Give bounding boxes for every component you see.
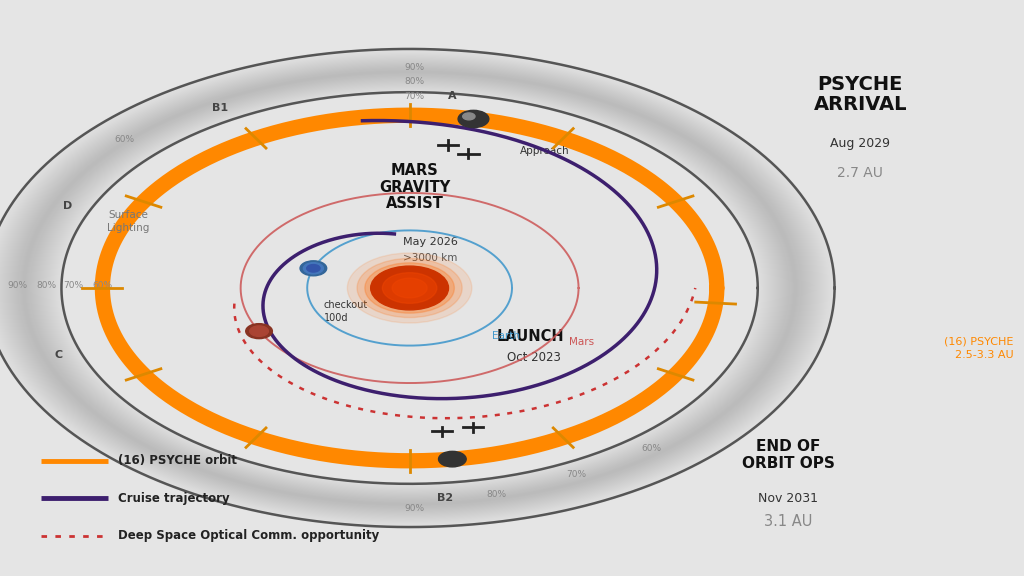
Text: 60%: 60% — [115, 135, 135, 144]
Text: Mars: Mars — [568, 336, 594, 347]
Text: LAUNCH: LAUNCH — [497, 329, 564, 344]
Text: C: C — [55, 350, 63, 360]
Text: 90%: 90% — [404, 504, 425, 513]
Text: Aug 2029: Aug 2029 — [830, 138, 890, 150]
Text: 70%: 70% — [566, 469, 587, 479]
Circle shape — [300, 261, 327, 276]
Text: May 2026: May 2026 — [402, 237, 458, 247]
Text: (16) PSYCHE orbit: (16) PSYCHE orbit — [118, 454, 237, 467]
Circle shape — [365, 263, 455, 313]
Text: A: A — [447, 92, 457, 101]
Text: Cruise trajectory: Cruise trajectory — [118, 492, 229, 505]
Circle shape — [382, 272, 437, 304]
Text: 60%: 60% — [92, 281, 113, 290]
Circle shape — [347, 253, 472, 323]
Text: >3000 km: >3000 km — [402, 253, 458, 263]
Circle shape — [307, 264, 321, 272]
Text: 70%: 70% — [404, 92, 425, 101]
Text: 80%: 80% — [36, 281, 56, 290]
Circle shape — [463, 113, 475, 120]
Circle shape — [246, 324, 272, 339]
Circle shape — [438, 452, 466, 467]
Text: 2.7 AU: 2.7 AU — [838, 166, 883, 180]
Text: 90%: 90% — [7, 281, 28, 290]
Circle shape — [371, 266, 449, 310]
Text: B1: B1 — [212, 104, 227, 113]
Circle shape — [357, 259, 462, 317]
Circle shape — [303, 263, 324, 274]
Text: END OF
ORBIT OPS: END OF ORBIT OPS — [742, 439, 835, 471]
Text: D: D — [63, 200, 73, 211]
Circle shape — [392, 278, 427, 298]
Text: Deep Space Optical Comm. opportunity: Deep Space Optical Comm. opportunity — [118, 529, 379, 542]
Text: B2: B2 — [437, 493, 454, 503]
Circle shape — [250, 326, 268, 336]
Text: PSYCHE
ARRIVAL: PSYCHE ARRIVAL — [813, 75, 907, 115]
Text: 3.1 AU: 3.1 AU — [764, 514, 813, 529]
Text: 80%: 80% — [486, 490, 507, 499]
Text: Surface
Lighting: Surface Lighting — [106, 210, 150, 233]
Text: Earth: Earth — [493, 331, 520, 342]
Circle shape — [458, 111, 488, 128]
Text: MARS
GRAVITY
ASSIST: MARS GRAVITY ASSIST — [379, 163, 451, 211]
Text: checkout
100d: checkout 100d — [324, 300, 368, 323]
Text: Oct 2023: Oct 2023 — [507, 351, 561, 363]
Text: 60%: 60% — [641, 444, 662, 453]
Text: Nov 2031: Nov 2031 — [759, 492, 818, 505]
Text: 80%: 80% — [404, 77, 425, 86]
Text: (16) PSYCHE
2.5-3.3 AU: (16) PSYCHE 2.5-3.3 AU — [944, 337, 1014, 360]
Text: 90%: 90% — [404, 63, 425, 73]
Text: 70%: 70% — [63, 281, 84, 290]
Text: Approach: Approach — [519, 146, 569, 156]
